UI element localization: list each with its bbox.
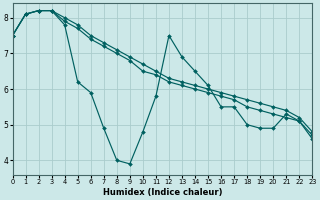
X-axis label: Humidex (Indice chaleur): Humidex (Indice chaleur) (103, 188, 222, 197)
